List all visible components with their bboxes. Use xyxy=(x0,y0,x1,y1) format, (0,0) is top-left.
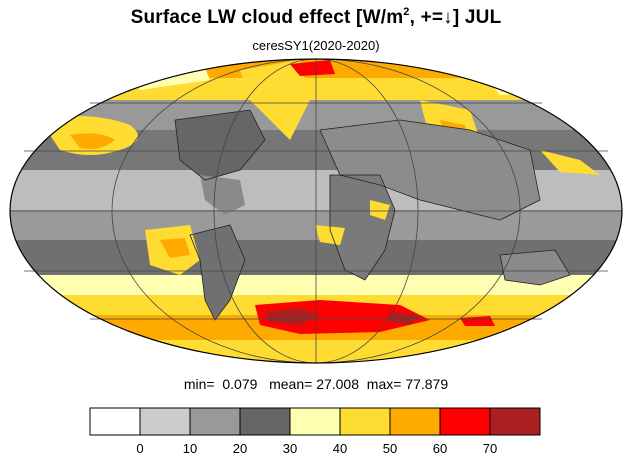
colorbar-tick-label: 10 xyxy=(183,441,197,456)
colorbar-tick-label: 0 xyxy=(136,441,143,456)
map-subtitle: ceresSY1(2020-2020) xyxy=(252,38,380,53)
colorbar-swatch xyxy=(189,407,241,436)
map-border xyxy=(9,58,623,364)
colorbar-swatch xyxy=(339,407,391,436)
colorbar-swatch xyxy=(139,407,191,436)
colorbar-tick-label: 70 xyxy=(483,441,497,456)
colorbar-tick-label: 60 xyxy=(433,441,447,456)
colorbar-tick-label: 50 xyxy=(383,441,397,456)
colorbar-swatch xyxy=(389,407,441,436)
colorbar-swatch xyxy=(239,407,291,436)
colorbar-swatch xyxy=(489,407,541,436)
colorbar-tick-label: 20 xyxy=(233,441,247,456)
colorbar-tick-label: 40 xyxy=(333,441,347,456)
colorbar-tick-label: 30 xyxy=(283,441,297,456)
map-title: Surface LW cloud effect [W/m2, +=↓] JUL xyxy=(130,6,502,28)
field-statistics: min= 0.079 mean= 27.008 max= 77.879 xyxy=(183,376,449,392)
colorbar-swatch xyxy=(439,407,491,436)
coastlines xyxy=(174,109,571,321)
colorbar-swatch xyxy=(89,407,141,436)
colorbar-swatch xyxy=(289,407,341,436)
